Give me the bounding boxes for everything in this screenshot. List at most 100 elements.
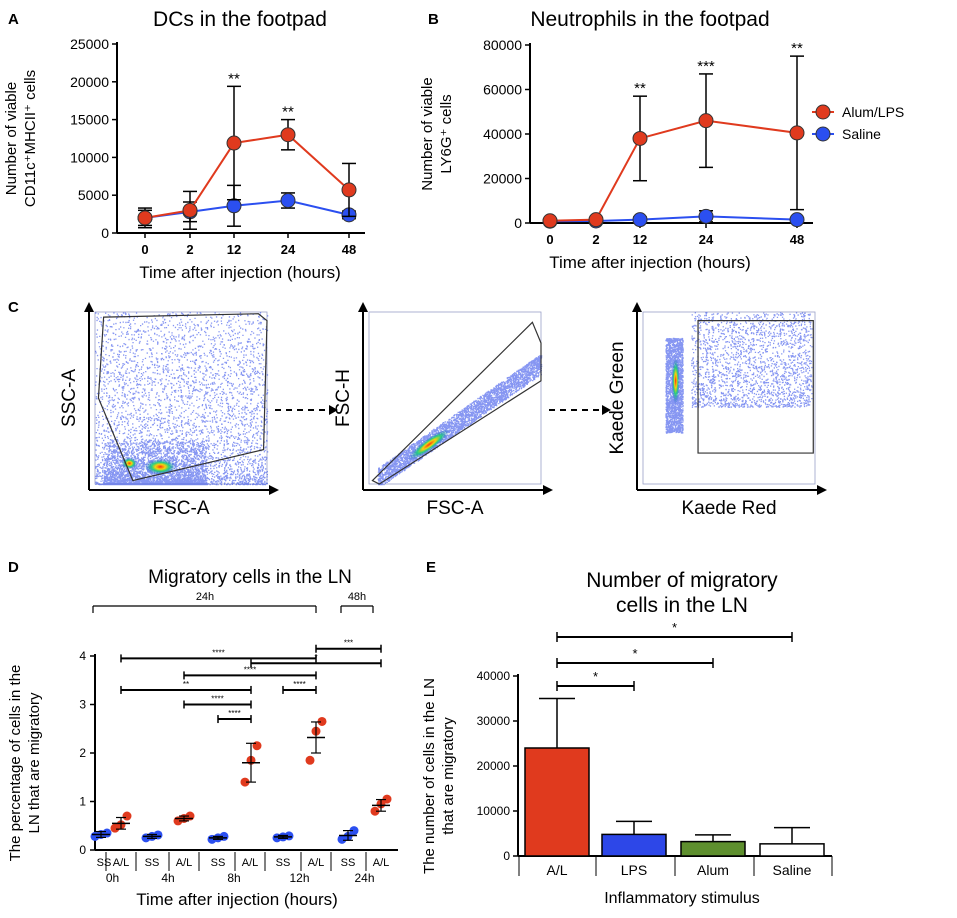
chart-b-significance: ** — [634, 80, 646, 97]
legend-label-saline: Saline — [842, 126, 881, 142]
chart-e-bar-a-l — [524, 747, 590, 857]
chart-a-x-tick-label: 48 — [342, 242, 356, 257]
chart-e-y-tick-label: 0 — [503, 849, 510, 863]
chart-a-significance: ** — [228, 70, 240, 87]
panel-label-e: E — [426, 559, 436, 576]
flow-plot-3-density-hotspot — [671, 356, 680, 405]
chart-d-point-ss — [349, 826, 359, 836]
chart-a-x-tick-label: 12 — [227, 242, 241, 257]
chart-e-x-label: Inflammatory stimulus — [604, 890, 760, 907]
chart-e-y-tick-label: 20000 — [477, 759, 511, 773]
chart-e-y-tick-label: 10000 — [477, 804, 511, 818]
flow-plot-2-density-hotspot — [407, 428, 451, 461]
chart-a-point-saline — [226, 198, 242, 214]
chart-d-point-ss — [219, 831, 229, 841]
legend-label-alum-lps: Alum/LPS — [842, 104, 904, 120]
chart-d-y-tick-label: 2 — [79, 746, 86, 760]
chart-a-y-label-line1: Number of viable — [3, 82, 20, 195]
chart-a-x-label: Time after injection (hours) — [139, 263, 341, 282]
chart-a-point-alum-lps — [226, 135, 242, 151]
chart-d-point-ss — [153, 830, 163, 840]
chart-d-point-al — [382, 794, 392, 804]
chart-a-title: DCs in the footpad — [153, 8, 327, 31]
flow-plot-1-x-arrow — [269, 485, 279, 495]
chart-b-x-tick-label: 24 — [699, 232, 714, 247]
flow-plot-1-y-arrow — [84, 302, 94, 312]
chart-d-group-label: SS — [211, 857, 226, 869]
chart-d-group-label: A/L — [308, 857, 325, 869]
chart-b-point-alum-lps — [542, 213, 558, 229]
chart-a-y-tick-label: 0 — [101, 225, 109, 241]
chart-a-point-alum-lps — [182, 202, 198, 218]
chart-e-comparison-label: * — [672, 620, 677, 635]
chart-d-comparison-label: **** — [293, 680, 305, 689]
flow-plot-3-y-label: Kaede Green — [607, 341, 628, 454]
chart-b-point-alum-lps — [632, 130, 648, 146]
chart-b-point-alum-lps — [789, 125, 805, 141]
chart-d-group-label: SS — [341, 857, 356, 869]
chart-e-y-label-line2: that are migratory — [440, 717, 457, 835]
chart-a-y-tick-label: 10000 — [70, 149, 109, 165]
flow-plot-2-gate — [371, 321, 542, 485]
chart-e-x-tick-label: Saline — [773, 862, 812, 878]
chart-d-y-label-line2: LN that are migratory — [26, 692, 43, 833]
flow-plot-1-x-label: FSC-A — [153, 498, 210, 519]
flow-plot-3-gate — [697, 320, 814, 454]
chart-e-x-tick-label: Alum — [697, 862, 729, 878]
flow-plot-2-x-label: FSC-A — [427, 498, 484, 519]
chart-a-y-tick-label: 25000 — [70, 36, 109, 52]
chart-d-time-label: 8h — [227, 871, 240, 885]
panel-label-c: C — [8, 299, 19, 316]
chart-b-y-tick-label: 20000 — [483, 171, 522, 187]
chart-d-group-label: A/L — [373, 857, 390, 869]
chart-b-significance: ** — [791, 40, 803, 57]
chart-d-group-label: SS — [145, 857, 160, 869]
chart-d-y-tick-label: 1 — [79, 795, 86, 809]
chart-d-comparison-label: * — [314, 653, 317, 662]
chart-d-comparison-label: *** — [344, 639, 353, 648]
chart-d-point-al — [122, 811, 132, 821]
chart-d-y-tick-label: 3 — [79, 698, 86, 712]
chart-b-point-saline — [789, 212, 805, 228]
flow-arrowhead-2-3 — [602, 405, 611, 415]
chart-b-point-alum-lps — [698, 113, 714, 129]
chart-a-significance: ** — [282, 104, 294, 121]
chart-a-point-alum-lps — [341, 182, 357, 198]
chart-b-point-alum-lps — [588, 212, 604, 228]
chart-d-point-al — [317, 716, 327, 726]
chart-a-line-saline — [144, 199, 350, 219]
chart-b-x-tick-label: 2 — [592, 232, 599, 247]
chart-a-y-label-line2: CD11c⁺MHCII⁺ cells — [22, 70, 39, 207]
flow-plot-1-gate — [97, 313, 268, 482]
chart-d-bracket-label: 24h — [196, 591, 214, 603]
flow-plot-1 — [84, 302, 279, 495]
chart-d-comparison-label: **** — [211, 695, 223, 704]
chart-b-significance: *** — [697, 58, 715, 75]
chart-e-title-line2: cells in the LN — [616, 594, 748, 617]
chart-d-title: Migratory cells in the LN — [148, 567, 352, 588]
chart-d-point-al — [240, 777, 250, 787]
flow-plot-3-y-arrow — [632, 302, 642, 312]
legend-marker-saline — [815, 126, 831, 142]
panel-label-d: D — [8, 559, 19, 576]
chart-a-x-tick-label: 0 — [141, 242, 148, 257]
chart-d-x-label: Time after injection (hours) — [136, 890, 338, 909]
chart-d-time-label: 12h — [289, 871, 309, 885]
flow-plot-3-events — [665, 312, 813, 434]
flow-plot-3-x-arrow — [817, 485, 827, 495]
chart-d-comparison-label: ** — [183, 680, 189, 689]
flow-plot-1-density-hotspot — [121, 457, 138, 470]
chart-d-comparison-label: **** — [212, 648, 224, 657]
chart-d-point-al — [252, 741, 262, 751]
chart-a-point-alum-lps — [280, 127, 296, 143]
chart-d-bracket-label: 48h — [348, 591, 366, 603]
flow-plot-2-events — [377, 355, 543, 486]
chart-d-point-al — [370, 806, 380, 816]
chart-d-time-label: 24h — [354, 871, 374, 885]
chart-a-point-alum-lps — [137, 210, 153, 226]
flow-plot-3-x-label: Kaede Red — [681, 498, 776, 519]
chart-e-y-tick-label: 30000 — [477, 714, 511, 728]
chart-d-time-label: 0h — [106, 871, 119, 885]
